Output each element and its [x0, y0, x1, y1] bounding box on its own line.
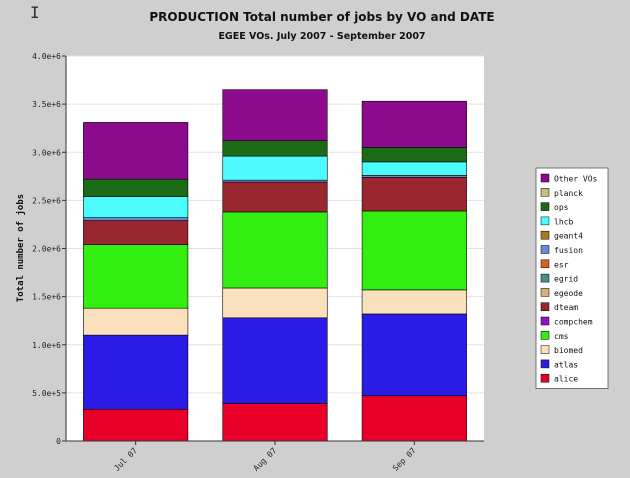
- bar-segment-alice: [83, 408, 189, 442]
- bar-segment-alice: [222, 403, 328, 442]
- y-tick-label: 1.0e+6: [32, 341, 61, 350]
- legend-label: biomed: [554, 346, 583, 355]
- bar-segment-biomed: [83, 307, 189, 336]
- bar-segment-alice: [361, 395, 467, 442]
- bar-segment-lhcb: [83, 196, 189, 218]
- bar-segment-cms: [222, 211, 328, 289]
- bar-segment-other-vos: [222, 89, 328, 142]
- legend-swatch: [540, 302, 550, 311]
- y-tick-label: 3.0e+6: [32, 148, 61, 157]
- bar-segment-ops: [83, 178, 189, 197]
- y-tick-label: 4.0e+6: [32, 52, 61, 61]
- bar-segment-cms: [361, 210, 467, 291]
- legend-label: esr: [554, 260, 569, 269]
- bar-segment-ops: [361, 147, 467, 163]
- chart-subtitle: EGEE VOs. July 2007 - September 2007: [218, 31, 425, 42]
- y-tick-label: 2.0e+6: [32, 245, 61, 254]
- bar-segment-lhcb: [361, 161, 467, 176]
- y-axis-label: Total number of jobs: [15, 194, 26, 302]
- bar-segment-atlas: [83, 334, 189, 410]
- legend-label: egeode: [554, 289, 583, 298]
- chart-title: PRODUCTION Total number of jobs by VO an…: [149, 10, 494, 24]
- legend-swatch: [540, 345, 550, 354]
- legend-label: alice: [554, 375, 578, 384]
- legend-swatch: [540, 173, 550, 183]
- bars-layer: [83, 89, 467, 442]
- legend-label: Other VOs: [554, 175, 598, 184]
- legend-swatch: [540, 373, 550, 383]
- legend-label: compchem: [554, 318, 593, 327]
- legend-swatch: [540, 259, 550, 269]
- y-tick-label: 2.5e+6: [32, 196, 61, 205]
- legend-swatch: [540, 188, 550, 197]
- legend-swatch: [540, 288, 550, 297]
- bar-segment-ops: [222, 140, 328, 157]
- legend-label: lhcb: [554, 217, 573, 226]
- bar-segment-atlas: [361, 313, 467, 397]
- legend-swatch: [540, 245, 550, 254]
- bar-segment-other-vos: [361, 100, 467, 148]
- legend-swatch: [540, 216, 550, 226]
- legend-label: ops: [554, 203, 569, 212]
- y-tick-label: 0: [56, 437, 61, 446]
- bar-segment-cms: [83, 244, 189, 309]
- bar-segment-dteam: [83, 220, 189, 245]
- legend-label: cms: [554, 332, 569, 341]
- y-tick-label: 1.5e+6: [32, 293, 61, 302]
- bar-segment-lhcb: [222, 155, 328, 181]
- bar-segment-atlas: [222, 317, 328, 404]
- legend-label: fusion: [554, 246, 583, 255]
- legend-label: atlas: [554, 360, 578, 369]
- legend-label: planck: [554, 189, 583, 198]
- bar-segment-dteam: [361, 176, 467, 212]
- legend-label: dteam: [554, 303, 578, 312]
- legend-swatch: [540, 230, 550, 240]
- bar-segment-biomed: [361, 289, 467, 315]
- legend-swatch: [540, 359, 550, 369]
- legend-swatch: [540, 331, 550, 340]
- legend-swatch: [540, 316, 550, 326]
- legend-swatch: [540, 202, 550, 211]
- legend: Other VOs planck ops lhcb geant4 fusion esr egr…: [535, 167, 609, 389]
- bar-segment-dteam: [222, 181, 328, 213]
- y-tick-label: 5.0e+5: [32, 389, 61, 398]
- legend-label: geant4: [554, 232, 583, 241]
- cursor-icon: I: [30, 3, 40, 22]
- y-tick-label: 3.5e+6: [32, 100, 61, 109]
- bar-segment-other-vos: [83, 122, 189, 180]
- bar-segment-biomed: [222, 287, 328, 319]
- bar-segment-fusion: [83, 217, 189, 221]
- legend-label: egrid: [554, 275, 578, 284]
- legend-swatch: [540, 273, 550, 283]
